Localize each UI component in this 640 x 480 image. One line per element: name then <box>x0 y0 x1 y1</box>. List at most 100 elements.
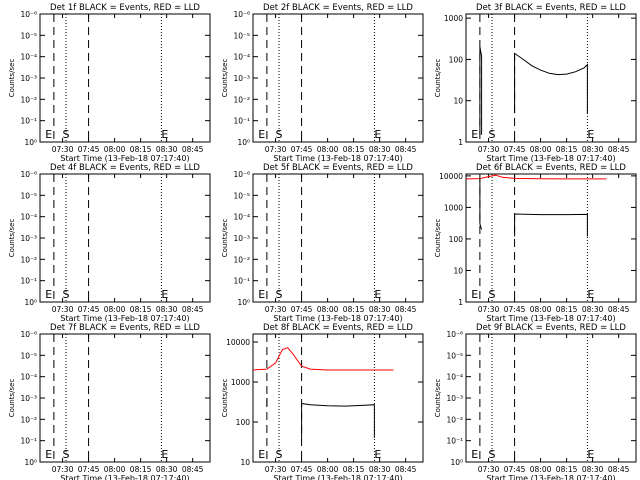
y-axis-label: Counts/sec <box>221 59 229 98</box>
x-tick-label: 08:45 <box>182 145 204 154</box>
y-tick-label: 10⁻⁵ <box>20 351 37 360</box>
x-tick-label: 07:45 <box>504 145 526 154</box>
y-tick-label: 10⁻³ <box>233 234 250 243</box>
y-axis-label: Counts/sec <box>434 59 442 98</box>
x-tick-label: 08:15 <box>556 305 578 314</box>
y-tick-label: 10⁻¹ <box>20 437 37 446</box>
detector-panel: Det 7f BLACK = Events, RED = LLD 07:30 07:… <box>8 323 211 480</box>
event-marker-label: E <box>161 128 168 141</box>
y-tick-label: 10⁰ <box>237 298 250 307</box>
event-marker-label: S <box>63 128 70 141</box>
panel-title: Det 1f BLACK = Events, RED = LLD <box>50 3 200 13</box>
panel-title: Det 9f BLACK = Events, RED = LLD <box>476 323 626 333</box>
x-tick-label: 08:00 <box>104 145 126 154</box>
y-tick-label: 10⁻⁵ <box>20 31 37 40</box>
x-tick-label: 08:45 <box>395 305 417 314</box>
x-tick-label: 07:45 <box>78 465 100 474</box>
y-tick-label: 10⁻⁶ <box>233 10 250 19</box>
panel-title: Det 2f BLACK = Events, RED = LLD <box>263 3 413 13</box>
y-tick-label: 10⁻⁶ <box>20 170 37 179</box>
x-tick-label: 08:15 <box>130 145 152 154</box>
series-line <box>252 347 394 371</box>
plot-frame <box>465 13 637 143</box>
event-marker-label: E <box>161 288 168 301</box>
y-tick-label: 10⁻⁴ <box>233 53 250 62</box>
y-tick-label: 100 <box>236 418 251 427</box>
x-tick-label: 08:00 <box>317 145 339 154</box>
y-tick-label: 10⁻² <box>233 255 250 264</box>
y-tick-label: 10⁰ <box>24 458 37 467</box>
x-tick-label: 07:30 <box>478 465 500 474</box>
y-tick-label: 10⁻¹ <box>233 117 250 126</box>
x-tick-label: 07:30 <box>478 145 500 154</box>
x-tick-label: 08:30 <box>369 305 391 314</box>
x-tick-label: 08:30 <box>582 305 604 314</box>
event-marker-label: E <box>471 448 478 461</box>
y-tick-label: 10⁻¹ <box>20 277 37 286</box>
x-tick-label: 07:30 <box>52 145 74 154</box>
y-axis-label: Counts/sec <box>8 219 16 258</box>
x-tick-label: 07:45 <box>291 465 313 474</box>
detector-panel: Det 2f BLACK = Events, RED = LLD 07:30 07:… <box>221 3 424 163</box>
panel-title: Det 6f BLACK = Events, RED = LLD <box>476 163 626 173</box>
event-marker-label: E <box>161 448 168 461</box>
x-axis-label: Start Time (13-Feb-18 07:17:40) <box>486 154 615 163</box>
x-axis-label: Start Time (13-Feb-18 07:17:40) <box>273 314 402 323</box>
y-tick-label: 10⁻⁵ <box>233 191 250 200</box>
x-tick-label: 08:30 <box>369 465 391 474</box>
x-tick-label: 08:15 <box>343 465 365 474</box>
y-tick-label: 10⁻⁴ <box>20 53 37 62</box>
x-tick-label: 07:45 <box>504 305 526 314</box>
detector-panel: Det 3f BLACK = Events, RED = LLD 07:30 07:… <box>434 3 637 163</box>
event-marker-label: S <box>276 288 283 301</box>
x-tick-label: 07:45 <box>78 305 100 314</box>
y-tick-label: 10000 <box>226 338 250 347</box>
y-tick-label: 10⁻¹ <box>20 117 37 126</box>
event-marker-label: S <box>63 448 70 461</box>
y-tick-label: 10⁻² <box>20 95 37 104</box>
y-tick-label: 100 <box>449 55 464 64</box>
y-tick-label: 1000 <box>231 378 250 387</box>
event-marker-label: S <box>276 128 283 141</box>
y-tick-label: 10⁻⁶ <box>20 10 37 19</box>
event-marker-label: E <box>45 448 52 461</box>
plot-frame <box>252 173 424 303</box>
x-tick-label: 08:30 <box>156 305 178 314</box>
y-tick-label: 10⁻⁵ <box>20 191 37 200</box>
y-tick-label: 10 <box>453 97 463 106</box>
x-axis-label: Start Time (13-Feb-18 07:17:40) <box>273 474 402 480</box>
x-tick-label: 08:45 <box>608 305 630 314</box>
plot-frame <box>252 333 424 463</box>
plot-frame <box>465 173 637 303</box>
y-tick-label: 10⁻¹ <box>233 277 250 286</box>
x-axis-label: Start Time (13-Feb-18 07:17:40) <box>273 154 402 163</box>
x-tick-label: 07:45 <box>78 145 100 154</box>
event-marker-label: E <box>471 128 478 141</box>
x-tick-label: 08:45 <box>395 465 417 474</box>
panel-title: Det 8f BLACK = Events, RED = LLD <box>263 323 413 333</box>
y-tick-label: 10⁰ <box>450 458 463 467</box>
y-tick-label: 10⁻³ <box>20 394 37 403</box>
event-marker-label: E <box>374 128 381 141</box>
x-tick-label: 07:30 <box>265 145 287 154</box>
y-tick-label: 10⁻⁴ <box>233 213 250 222</box>
plot-frame <box>465 333 637 463</box>
x-tick-label: 08:00 <box>317 305 339 314</box>
plot-frame <box>39 173 211 303</box>
event-marker-label: S <box>489 448 496 461</box>
detector-panel: Det 9f BLACK = Events, RED = LLD 07:30 07:… <box>434 323 637 480</box>
event-marker-label: E <box>587 128 594 141</box>
event-marker-label: S <box>489 288 496 301</box>
x-tick-label: 08:15 <box>343 305 365 314</box>
event-marker-label: E <box>374 448 381 461</box>
panel-title: Det 3f BLACK = Events, RED = LLD <box>476 3 626 13</box>
series-line <box>514 52 588 114</box>
x-tick-label: 07:30 <box>52 305 74 314</box>
x-tick-label: 08:00 <box>104 305 126 314</box>
x-tick-label: 08:30 <box>156 145 178 154</box>
y-tick-label: 10⁻⁴ <box>20 213 37 222</box>
x-tick-label: 08:45 <box>608 145 630 154</box>
x-tick-label: 08:00 <box>104 465 126 474</box>
y-tick-label: 10⁰ <box>24 298 37 307</box>
